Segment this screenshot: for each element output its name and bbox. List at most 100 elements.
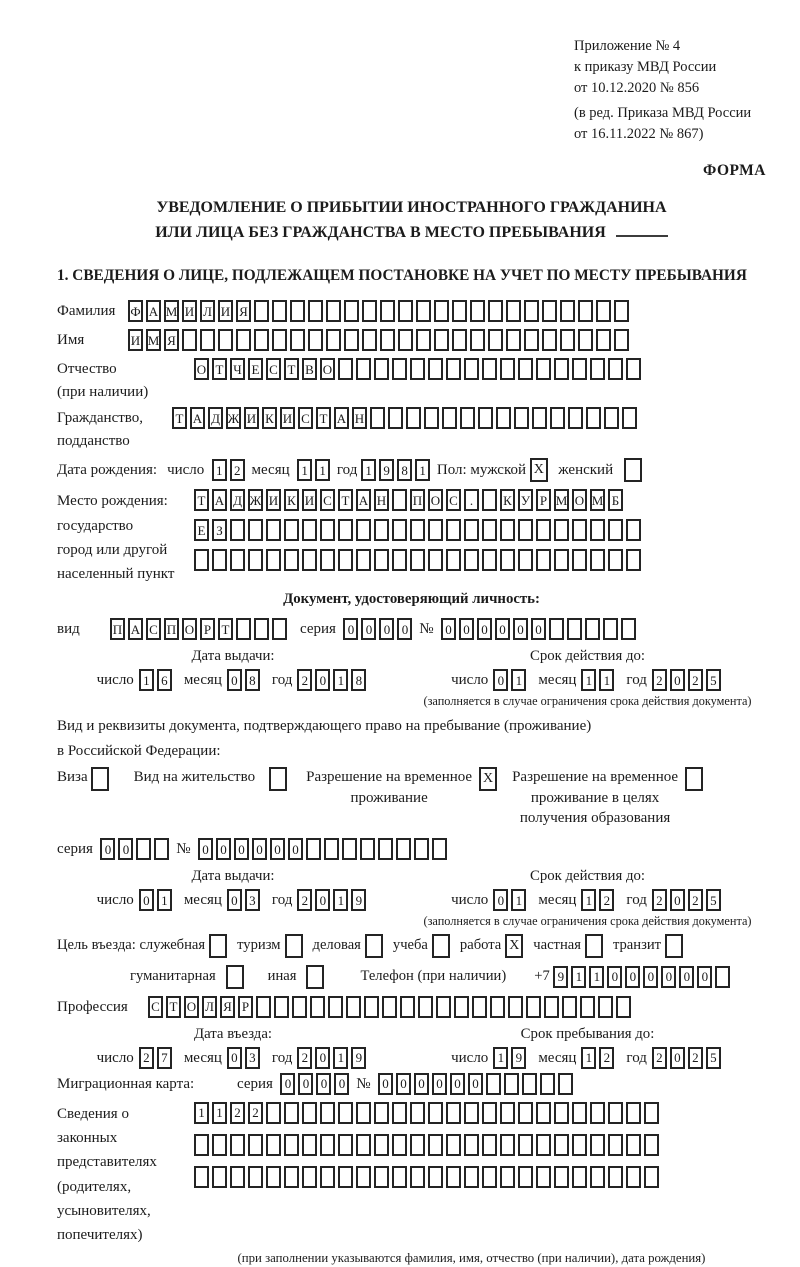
char-cell[interactable]: Т xyxy=(194,489,209,512)
char-cell[interactable]: 1 xyxy=(581,1046,597,1069)
char-cell[interactable]: 1 xyxy=(361,459,377,482)
char-cell[interactable] xyxy=(254,618,269,641)
char-cell[interactable]: И xyxy=(302,489,317,512)
char-cell[interactable] xyxy=(622,407,637,430)
char-cell[interactable] xyxy=(392,1133,407,1156)
char-cell[interactable] xyxy=(254,300,269,323)
char-cell[interactable]: 1 xyxy=(211,459,227,482)
char-cell[interactable] xyxy=(518,358,533,381)
char-cell[interactable]: 0 xyxy=(118,838,134,861)
char-cell[interactable] xyxy=(604,407,619,430)
char-cell[interactable]: Т xyxy=(338,489,353,512)
char-cell[interactable] xyxy=(460,407,475,430)
char-cell[interactable]: 1 xyxy=(138,669,154,692)
char-cell[interactable] xyxy=(584,933,603,958)
char-cell[interactable]: Т xyxy=(166,995,181,1018)
char-cell[interactable]: 0 xyxy=(495,618,510,641)
char-cell[interactable] xyxy=(272,300,287,323)
char-cell[interactable]: 1 xyxy=(297,459,313,482)
char-cell[interactable] xyxy=(266,549,281,572)
residence-permit-checkbox[interactable] xyxy=(269,767,290,792)
char-cell[interactable] xyxy=(356,519,371,542)
char-cell[interactable] xyxy=(194,1133,209,1156)
char-cell[interactable] xyxy=(256,995,271,1018)
char-cell[interactable]: О xyxy=(320,358,335,381)
char-cell[interactable] xyxy=(398,300,413,323)
char-cell[interactable]: 0 xyxy=(280,1072,296,1095)
char-cell[interactable] xyxy=(236,618,251,641)
char-cell[interactable] xyxy=(500,1101,515,1124)
char-cell[interactable]: 0 xyxy=(493,669,509,692)
char-cell[interactable] xyxy=(406,407,421,430)
char-cell[interactable] xyxy=(362,329,377,352)
representatives-row3-cells[interactable] xyxy=(194,1165,662,1188)
char-cell[interactable] xyxy=(590,519,605,542)
char-cell[interactable] xyxy=(338,358,353,381)
char-cell[interactable] xyxy=(518,1133,533,1156)
char-cell[interactable]: 3 xyxy=(244,1046,260,1069)
char-cell[interactable] xyxy=(536,519,551,542)
char-cell[interactable] xyxy=(431,933,450,958)
char-cell[interactable] xyxy=(496,407,511,430)
char-cell[interactable] xyxy=(136,838,152,861)
char-cell[interactable] xyxy=(434,329,449,352)
char-cell[interactable]: 0 xyxy=(697,965,713,988)
char-cell[interactable] xyxy=(608,358,623,381)
char-cell[interactable] xyxy=(230,1165,245,1188)
char-cell[interactable]: 5 xyxy=(705,669,721,692)
char-cell[interactable]: Л xyxy=(202,995,217,1018)
char-cell[interactable]: Ж xyxy=(226,407,241,430)
char-cell[interactable] xyxy=(542,329,557,352)
char-cell[interactable] xyxy=(320,519,335,542)
char-cell[interactable]: П xyxy=(410,489,425,512)
char-cell[interactable]: 0 xyxy=(270,838,285,861)
char-cell[interactable] xyxy=(572,1165,587,1188)
char-cell[interactable]: З xyxy=(212,519,227,542)
char-cell[interactable]: Я xyxy=(236,300,251,323)
char-cell[interactable] xyxy=(290,300,305,323)
char-cell[interactable] xyxy=(585,618,600,641)
char-cell[interactable] xyxy=(382,995,397,1018)
char-cell[interactable] xyxy=(428,519,443,542)
char-cell[interactable] xyxy=(532,407,547,430)
char-cell[interactable] xyxy=(567,618,582,641)
char-cell[interactable]: 0 xyxy=(100,838,116,861)
char-cell[interactable]: 1 xyxy=(581,889,597,912)
char-cell[interactable] xyxy=(685,767,704,792)
char-cell[interactable]: И xyxy=(266,489,281,512)
char-cell[interactable] xyxy=(428,1165,443,1188)
char-cell[interactable]: Е xyxy=(194,519,209,542)
char-cell[interactable] xyxy=(418,995,433,1018)
char-cell[interactable] xyxy=(482,358,497,381)
char-cell[interactable] xyxy=(500,519,515,542)
char-cell[interactable]: Я xyxy=(164,329,179,352)
char-cell[interactable] xyxy=(272,618,287,641)
char-cell[interactable] xyxy=(230,519,245,542)
char-cell[interactable] xyxy=(236,329,251,352)
char-cell[interactable] xyxy=(248,519,263,542)
char-cell[interactable] xyxy=(374,1133,389,1156)
char-cell[interactable] xyxy=(274,995,289,1018)
char-cell[interactable]: Д xyxy=(208,407,223,430)
char-cell[interactable] xyxy=(200,329,215,352)
char-cell[interactable]: 0 xyxy=(226,669,242,692)
char-cell[interactable]: 0 xyxy=(468,1072,483,1095)
char-cell[interactable]: X xyxy=(505,933,524,958)
char-cell[interactable] xyxy=(540,1072,555,1095)
char-cell[interactable] xyxy=(410,1133,425,1156)
char-cell[interactable]: 0 xyxy=(459,618,474,641)
char-cell[interactable]: С xyxy=(148,995,163,1018)
char-cell[interactable]: Т xyxy=(212,358,227,381)
